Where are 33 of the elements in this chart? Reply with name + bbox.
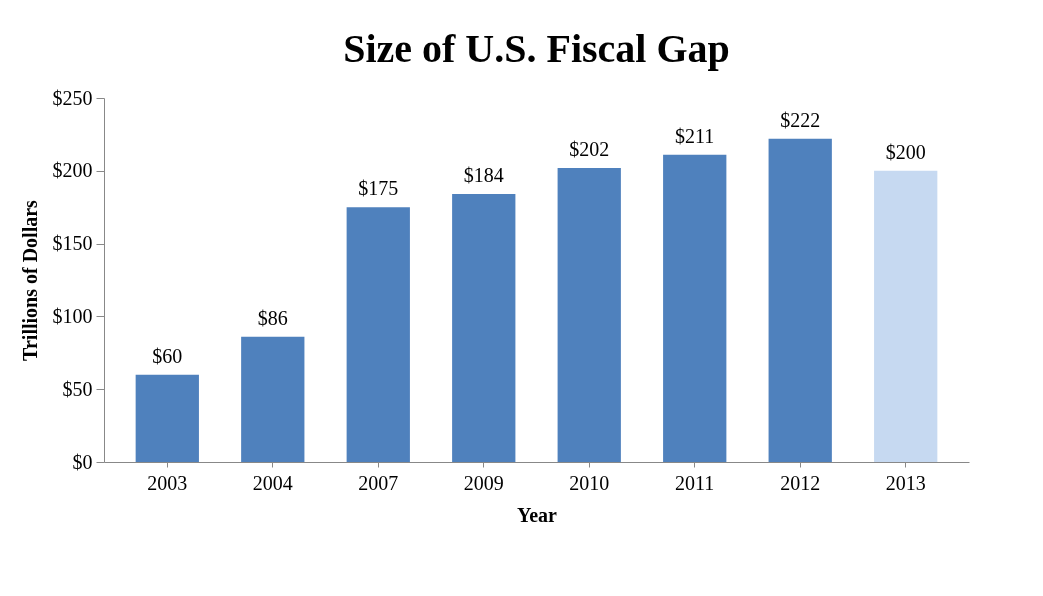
x-tick-label: 2003: [147, 471, 188, 494]
y-axis-title: Trillions of Dollars: [18, 199, 41, 361]
y-tick-label: $50: [62, 377, 93, 400]
x-tick-label: 2010: [569, 471, 610, 494]
x-tick-label: 2012: [780, 471, 821, 494]
data-label: $86: [257, 306, 288, 329]
data-label: $60: [152, 344, 183, 367]
x-tick-label: 2007: [358, 471, 399, 494]
y-tick-label: $100: [52, 304, 93, 327]
data-label: $202: [569, 137, 610, 160]
x-tick-label: 2013: [885, 471, 926, 494]
bar: [874, 170, 938, 462]
bar: [452, 194, 516, 462]
bar: [241, 336, 305, 462]
bar: [557, 167, 621, 462]
y-tick-label: $200: [52, 159, 93, 182]
bar: [346, 207, 410, 462]
data-label: $184: [463, 164, 504, 187]
y-tick-label: $150: [52, 232, 93, 255]
bar: [135, 374, 199, 462]
data-label: $222: [780, 108, 821, 131]
x-tick-label: 2011: [675, 471, 715, 494]
x-tick-label: 2009: [463, 471, 504, 494]
data-label: $175: [358, 177, 399, 200]
x-tick-label: 2004: [252, 471, 293, 494]
chart-title: Size of U.S. Fiscal Gap: [343, 26, 730, 71]
y-tick-label: $250: [52, 86, 93, 109]
y-tick-label: $0: [72, 450, 93, 473]
data-label: $200: [885, 140, 926, 163]
bar: [768, 138, 832, 462]
x-axis-title: Year: [517, 503, 558, 526]
bar: [663, 154, 727, 462]
data-label: $211: [675, 124, 715, 147]
